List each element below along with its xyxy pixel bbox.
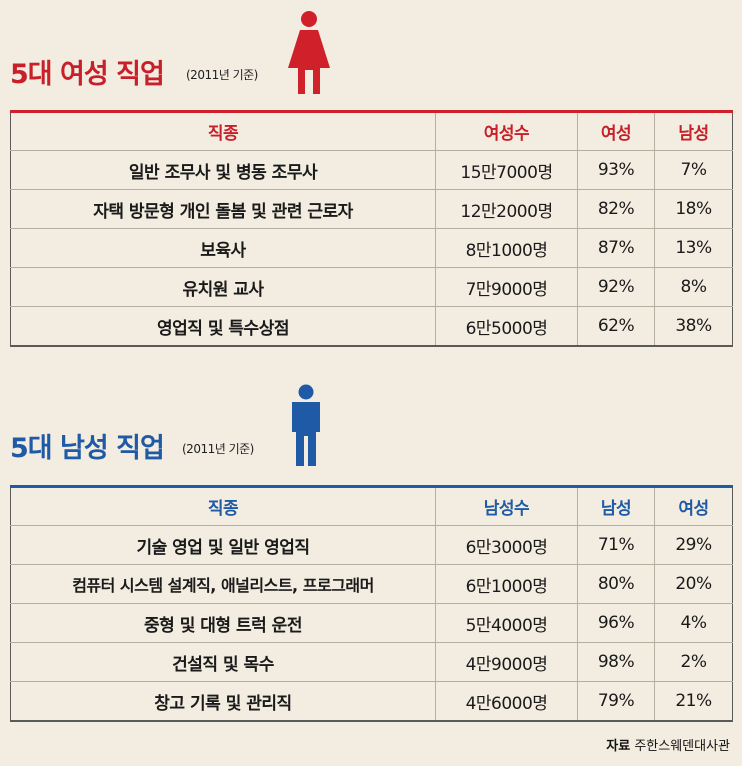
source-label: 자료 — [606, 739, 631, 754]
table-row: 유치원 교사 7만9000명 92% 8% — [10, 267, 733, 307]
table-row: 일반 조무사 및 병동 조무사 15만7000명 93% 7% — [10, 150, 733, 190]
job-cell: 일반 조무사 및 병동 조무사 — [10, 150, 436, 190]
male-occupations-table: 직종 남성수 남성 여성 기술 영업 및 일반 영업직 6만3000명 71% … — [10, 485, 733, 722]
share-cell: 38% — [654, 306, 733, 347]
source-text: 주한스웨덴대사관 — [634, 739, 730, 754]
share-cell: 98% — [577, 642, 655, 682]
job-cell: 보육사 — [10, 228, 436, 268]
share-cell: 13% — [654, 228, 733, 268]
col-header-job: 직종 — [10, 486, 436, 526]
female-figure-icon — [288, 11, 330, 94]
table-row: 컴퓨터 시스템 설계직, 애널리스트, 프로그래머 6만1000명 80% 20… — [10, 564, 733, 604]
share-cell: 29% — [654, 525, 733, 565]
count-cell: 6만3000명 — [435, 525, 578, 565]
table-row: 기술 영업 및 일반 영업직 6만3000명 71% 29% — [10, 525, 733, 565]
table-row: 창고 기록 및 관리직 4만6000명 79% 21% — [10, 681, 733, 722]
col-header-male-share: 남성 — [654, 111, 733, 151]
table-row: 중형 및 대형 트럭 운전 5만4000명 96% 4% — [10, 603, 733, 643]
col-header-male-share: 남성 — [577, 486, 655, 526]
job-cell: 건설직 및 목수 — [10, 642, 436, 682]
share-cell: 80% — [577, 564, 655, 604]
share-cell: 92% — [577, 267, 655, 307]
source-credit: 자료 주한스웨덴대사관 — [606, 735, 730, 754]
share-cell: 87% — [577, 228, 655, 268]
table-row: 보육사 8만1000명 87% 13% — [10, 228, 733, 268]
count-cell: 8만1000명 — [435, 228, 578, 268]
count-cell: 5만4000명 — [435, 603, 578, 643]
share-cell: 20% — [654, 564, 733, 604]
table-header-row: 직종 여성수 여성 남성 — [10, 111, 733, 151]
job-cell: 유치원 교사 — [10, 267, 436, 307]
count-cell: 4만9000명 — [435, 642, 578, 682]
female-section-title: 5대 여성 직업 — [10, 59, 165, 90]
table-row: 건설직 및 목수 4만9000명 98% 2% — [10, 642, 733, 682]
share-cell: 2% — [654, 642, 733, 682]
share-cell: 62% — [577, 306, 655, 347]
share-cell: 96% — [577, 603, 655, 643]
job-cell: 중형 및 대형 트럭 운전 — [10, 603, 436, 643]
share-cell: 18% — [654, 189, 733, 229]
male-section-subtitle: (2011년 기준) — [182, 442, 254, 456]
col-header-female-share: 여성 — [577, 111, 655, 151]
share-cell: 71% — [577, 525, 655, 565]
col-header-count: 남성수 — [435, 486, 578, 526]
male-section-title: 5대 남성 직업 — [10, 433, 165, 464]
share-cell: 79% — [577, 681, 655, 722]
share-cell: 8% — [654, 267, 733, 307]
share-cell: 82% — [577, 189, 655, 229]
male-figure-icon — [292, 384, 320, 466]
job-cell: 영업직 및 특수상점 — [10, 306, 436, 347]
col-header-job: 직종 — [10, 111, 436, 151]
job-cell: 창고 기록 및 관리직 — [10, 681, 436, 722]
col-header-count: 여성수 — [435, 111, 578, 151]
table-row: 영업직 및 특수상점 6만5000명 62% 38% — [10, 306, 733, 347]
count-cell: 12만2000명 — [435, 189, 578, 229]
count-cell: 6만1000명 — [435, 564, 578, 604]
count-cell: 4만6000명 — [435, 681, 578, 722]
share-cell: 93% — [577, 150, 655, 190]
col-header-female-share: 여성 — [654, 486, 733, 526]
share-cell: 21% — [654, 681, 733, 722]
female-occupations-table: 직종 여성수 여성 남성 일반 조무사 및 병동 조무사 15만7000명 93… — [10, 110, 733, 347]
job-cell: 기술 영업 및 일반 영업직 — [10, 525, 436, 565]
share-cell: 7% — [654, 150, 733, 190]
table-header-row: 직종 남성수 남성 여성 — [10, 486, 733, 526]
share-cell: 4% — [654, 603, 733, 643]
count-cell: 7만9000명 — [435, 267, 578, 307]
count-cell: 15만7000명 — [435, 150, 578, 190]
job-cell: 컴퓨터 시스템 설계직, 애널리스트, 프로그래머 — [10, 564, 436, 604]
table-row: 자택 방문형 개인 돌봄 및 관련 근로자 12만2000명 82% 18% — [10, 189, 733, 229]
count-cell: 6만5000명 — [435, 306, 578, 347]
job-cell: 자택 방문형 개인 돌봄 및 관련 근로자 — [10, 189, 436, 229]
female-section-subtitle: (2011년 기준) — [186, 68, 258, 82]
